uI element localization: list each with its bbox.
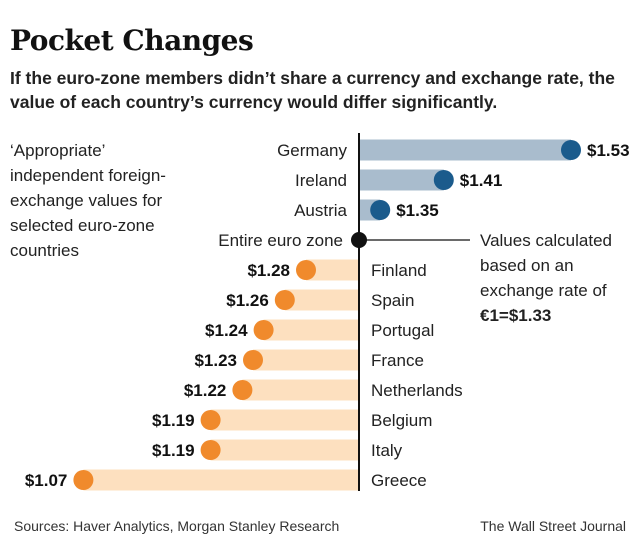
value-label-belgium: $1.19: [152, 411, 195, 430]
bar-greece: [83, 469, 360, 491]
dot-finland: [296, 260, 316, 280]
category-label-ireland: Ireland: [295, 171, 347, 190]
category-label-france: France: [371, 351, 424, 370]
bar-portugal: [263, 319, 359, 341]
bar-finland: [306, 259, 359, 281]
category-label-germany: Germany: [277, 141, 347, 160]
side-note: ‘Appropriate’ independent foreign-exchan…: [10, 141, 166, 260]
chart-title: Pocket Changes: [10, 24, 254, 57]
dot-austria: [370, 200, 391, 220]
category-label-finland: Finland: [371, 261, 427, 280]
annotation-rate: €1=$1.33: [480, 306, 552, 325]
publisher-credit: The Wall Street Journal: [480, 518, 626, 534]
value-label-spain: $1.26: [226, 291, 269, 310]
bar-france: [253, 349, 359, 371]
value-label-greece: $1.07: [25, 471, 68, 490]
category-label-italy: Italy: [371, 441, 403, 460]
category-label-spain: Spain: [371, 291, 414, 310]
bar-ireland: [359, 169, 444, 191]
dot-spain: [274, 290, 295, 310]
category-label-austria: Austria: [294, 201, 347, 220]
dot-belgium: [200, 410, 221, 430]
dot-greece: [73, 470, 94, 490]
sources-note: Sources: Haver Analytics, Morgan Stanley…: [14, 518, 340, 534]
bar-netherlands: [242, 379, 359, 401]
dot-germany: [561, 140, 581, 160]
dot-portugal: [253, 320, 274, 340]
value-label-italy: $1.19: [152, 441, 195, 460]
annotation-text: Values calculated based on an exchange r…: [480, 231, 612, 300]
value-label-ireland: $1.41: [460, 171, 503, 190]
category-label-greece: Greece: [371, 471, 427, 490]
dot-italy: [200, 440, 221, 460]
dot-netherlands: [232, 380, 253, 400]
category-label-netherlands: Netherlands: [371, 381, 463, 400]
exchange-rate-annotation: Values calculated based on an exchange r…: [480, 228, 640, 328]
category-label-portugal: Portugal: [371, 321, 434, 340]
bar-italy: [210, 439, 359, 461]
value-label-finland: $1.28: [247, 261, 290, 280]
value-label-austria: $1.35: [396, 201, 439, 220]
category-label-belgium: Belgium: [371, 411, 432, 430]
bar-belgium: [210, 409, 359, 431]
bar-spain: [284, 289, 359, 311]
value-label-portugal: $1.24: [205, 321, 248, 340]
chart-subtitle: If the euro-zone members didn’t share a …: [10, 68, 615, 112]
baseline-label: Entire euro zone: [218, 231, 343, 250]
dot-france: [243, 350, 263, 370]
bar-germany: [359, 139, 571, 161]
baseline-dot: [351, 232, 367, 248]
value-label-france: $1.23: [194, 351, 237, 370]
value-label-netherlands: $1.22: [184, 381, 227, 400]
value-label-germany: $1.53: [587, 141, 630, 160]
dot-ireland: [433, 170, 454, 190]
